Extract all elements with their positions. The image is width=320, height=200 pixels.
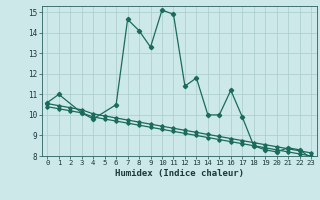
X-axis label: Humidex (Indice chaleur): Humidex (Indice chaleur) [115,169,244,178]
